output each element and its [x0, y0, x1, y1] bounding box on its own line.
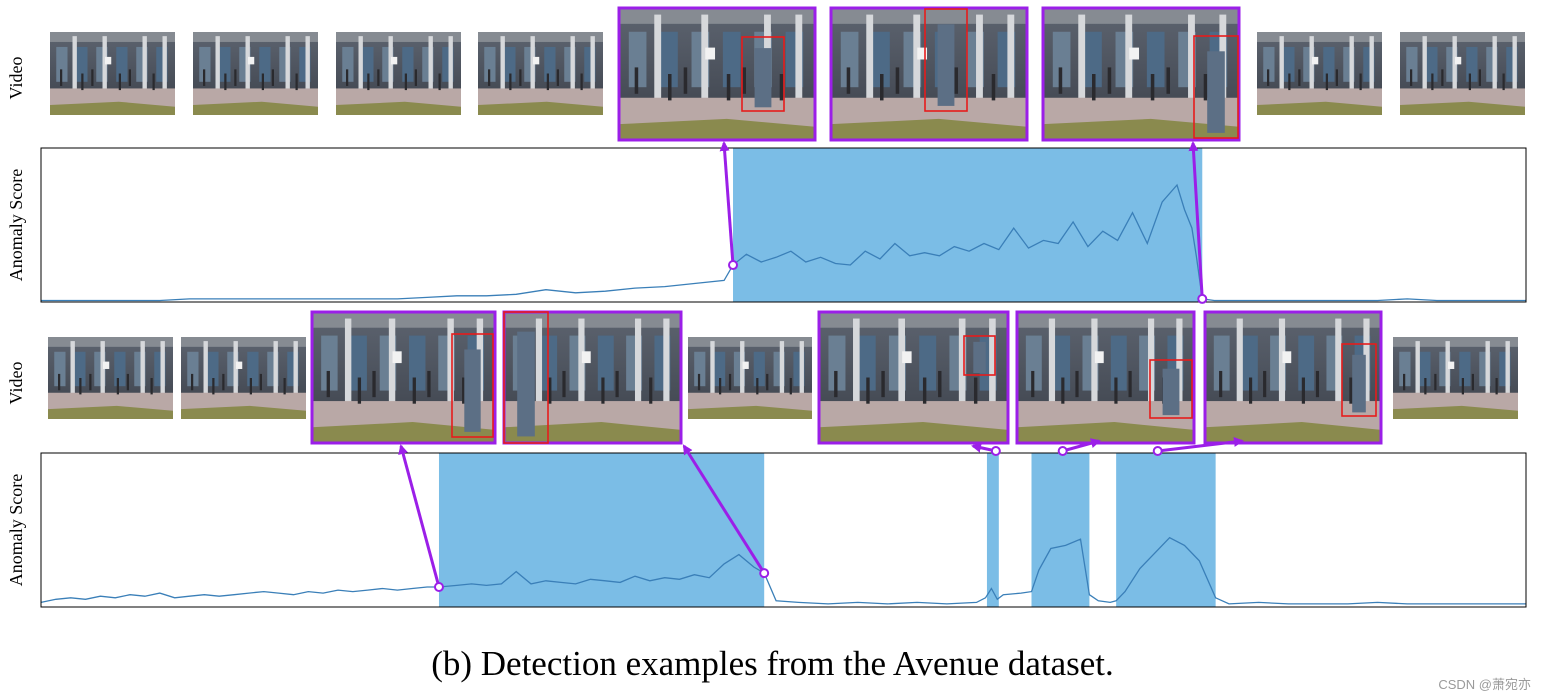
- video-frame: [1400, 32, 1525, 115]
- figure-caption: (b) Detection examples from the Avenue d…: [431, 644, 1114, 683]
- bounding-box: [1149, 359, 1193, 419]
- highlight-border: [829, 6, 1029, 142]
- highlight-border: [310, 310, 497, 445]
- video-frame: [336, 32, 461, 115]
- bounding-box: [503, 311, 549, 444]
- chart-frame: [40, 147, 1527, 303]
- anomaly-region: [438, 453, 765, 607]
- callout-arrow: [719, 141, 735, 266]
- callout-point: [728, 260, 739, 271]
- video-row-label: Video: [6, 57, 26, 100]
- video-frame: [1257, 32, 1382, 115]
- watermark: CSDN @萧宛亦: [1438, 677, 1531, 692]
- person: [517, 331, 535, 437]
- person: [754, 48, 772, 108]
- person: [1162, 368, 1180, 416]
- bounding-box: [741, 36, 785, 112]
- highlight-border: [617, 6, 817, 142]
- anomaly-region: [1031, 453, 1090, 607]
- highlighted-frame: [619, 8, 815, 140]
- anomaly-region: [1116, 453, 1216, 607]
- video-frame: [193, 32, 318, 115]
- callout-point: [1197, 293, 1208, 304]
- highlight-border: [1015, 310, 1196, 445]
- highlighted-frame: [831, 8, 1027, 140]
- video-frame: [50, 32, 175, 115]
- video-frame: [478, 32, 603, 115]
- person: [1207, 51, 1225, 133]
- callout-point: [433, 581, 444, 592]
- video-frame: [181, 337, 306, 419]
- highlight-border: [1203, 310, 1383, 445]
- highlight-border: [1041, 6, 1241, 142]
- callout-point: [990, 446, 1001, 456]
- highlighted-frame: [819, 312, 1008, 443]
- bounding-box: [1341, 343, 1377, 417]
- callout-point: [759, 568, 770, 579]
- video-row-label: Video: [6, 362, 26, 405]
- person: [937, 24, 955, 106]
- callout-arrow: [682, 444, 766, 574]
- y-axis-label: Anomaly Score: [6, 474, 26, 586]
- bounding-box: [963, 335, 996, 376]
- video-frame: [1393, 337, 1518, 419]
- callout-point: [1152, 446, 1163, 456]
- callout-arrow: [1188, 141, 1204, 300]
- bounding-box: [451, 333, 494, 438]
- anomaly-region: [986, 453, 999, 607]
- person: [464, 349, 481, 432]
- bounding-box: [924, 8, 968, 112]
- anomaly-score-line: [40, 536, 1526, 605]
- chart-frame: [40, 452, 1527, 608]
- highlighted-frame: [1043, 8, 1239, 140]
- y-axis-label: Anomaly Score: [6, 169, 26, 281]
- highlighted-frame: [1205, 312, 1381, 443]
- bounding-box: [1193, 35, 1239, 139]
- video-frame: [48, 337, 173, 419]
- anomaly-region: [733, 148, 1203, 302]
- highlight-border: [817, 310, 1010, 445]
- person: [973, 341, 986, 374]
- callout-point: [1057, 446, 1068, 456]
- person: [1352, 354, 1366, 413]
- callout-arrow: [1157, 436, 1244, 453]
- callout-arrow: [1062, 438, 1101, 453]
- callout-arrow: [398, 444, 441, 588]
- video-frame: [688, 337, 812, 419]
